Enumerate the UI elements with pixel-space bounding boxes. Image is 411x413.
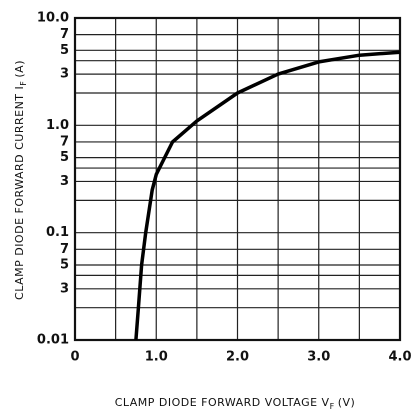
y-tick-label: 7: [60, 27, 69, 42]
plot-frame: [73, 16, 402, 342]
x-tick-label: 0: [70, 350, 79, 365]
x-axis-label: CLAMP DIODE FORWARD VOLTAGE VF (V): [115, 396, 356, 411]
y-tick-label: 5: [60, 43, 69, 58]
y-label-sub: F: [19, 81, 28, 86]
y-label-unit: (A): [13, 60, 26, 78]
curve: [134, 50, 401, 341]
x-label-text: CLAMP DIODE FORWARD VOLTAGE V: [115, 396, 330, 409]
y-tick-label: 5: [60, 150, 69, 165]
y-tick-label: 3: [60, 174, 69, 189]
x-tick-label: 2.0: [226, 350, 249, 365]
x-label-sub: F: [330, 402, 335, 411]
y-axis-label: CLAMP DIODE FORWARD CURRENT IF (A): [13, 60, 28, 300]
x-tick-label: 1.0: [145, 350, 168, 365]
x-tick-label: 4.0: [388, 350, 411, 365]
x-label-unit: (V): [338, 396, 356, 409]
y-tick-label: 7: [60, 134, 69, 149]
x-tick-label: 3.0: [307, 350, 330, 365]
y-tick-label: 3: [60, 281, 69, 296]
y-tick-label: 5: [60, 257, 69, 272]
y-tick-label: 1.0: [46, 118, 69, 133]
y-tick-label: 10.0: [37, 11, 69, 26]
y-tick-label: 7: [60, 242, 69, 257]
y-tick-label: 0.01: [37, 333, 69, 348]
y-tick-label: 3: [60, 67, 69, 82]
y-tick-label: 0.1: [46, 225, 69, 240]
y-label-text: CLAMP DIODE FORWARD CURRENT I: [13, 86, 26, 300]
